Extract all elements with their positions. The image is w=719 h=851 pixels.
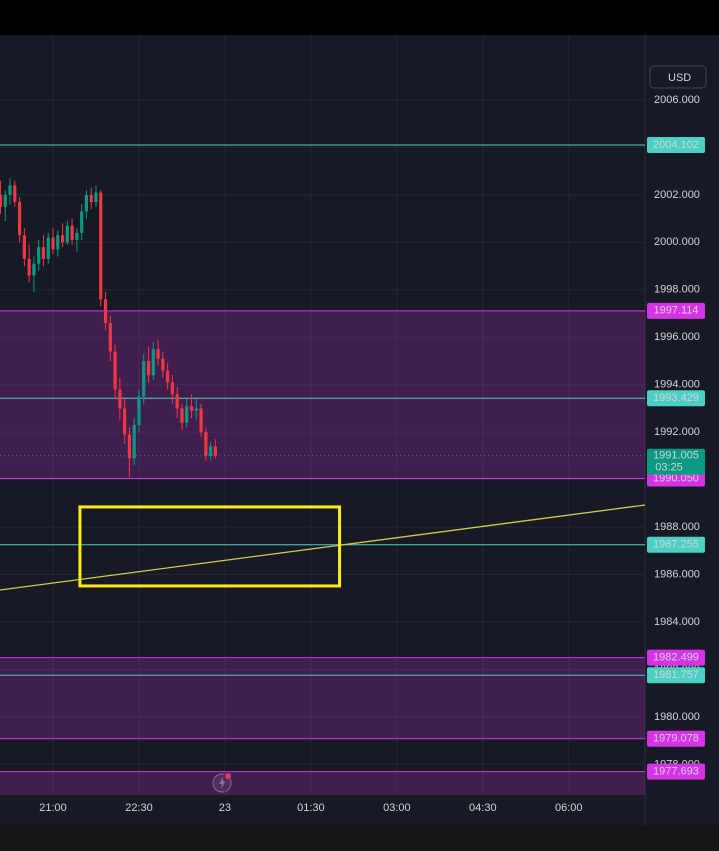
- candle-body: [156, 349, 160, 359]
- y-tick-label: 1992.000: [654, 426, 700, 438]
- candle-body: [37, 247, 41, 264]
- level-label: 1993.429: [653, 392, 699, 404]
- candle-body: [146, 360, 151, 376]
- candle-body: [84, 194, 89, 212]
- last-price-label: 1991.005: [653, 450, 699, 462]
- level-label: 1981.757: [653, 669, 699, 681]
- currency[interactable]: USD: [668, 72, 691, 84]
- countdown: 03:25: [655, 462, 683, 474]
- zone-label: 1982.499: [653, 652, 699, 664]
- candle-body: [17, 202, 22, 236]
- zone: [0, 310, 645, 479]
- y-tick-label: 1988.000: [654, 521, 700, 533]
- y-tick-label: 2002.000: [654, 189, 700, 201]
- candle-body: [70, 225, 74, 240]
- zone-label: 1979.078: [653, 733, 699, 745]
- candle-body: [142, 360, 146, 397]
- candle-body: [75, 232, 79, 240]
- candle-body: [204, 432, 208, 456]
- candle-body: [113, 351, 117, 390]
- candle-body: [13, 185, 17, 203]
- candle-body: [41, 247, 46, 259]
- y-tick-label: 1994.000: [654, 379, 700, 391]
- y-tick-label: 2000.000: [654, 236, 700, 248]
- level-label-bg: [647, 390, 705, 407]
- chart-pane: [0, 35, 719, 825]
- highlight-box: [78, 505, 342, 588]
- level-label-bg: [647, 137, 705, 154]
- candle-body: [194, 408, 198, 411]
- candle-body: [213, 446, 217, 456]
- candle-body: [127, 434, 132, 459]
- x-tick-label: 01:30: [297, 802, 325, 814]
- y-tick-label: 2006.000: [654, 94, 700, 106]
- zone: [0, 657, 645, 739]
- candle-body: [22, 235, 26, 259]
- top-bar: [0, 0, 719, 35]
- candle-body: [175, 394, 179, 409]
- candle-body: [103, 299, 108, 324]
- x-tick-label: 06:00: [555, 802, 583, 814]
- zone-label: 1990.050: [653, 472, 699, 484]
- candle-body: [209, 446, 213, 456]
- candle-body: [180, 408, 184, 423]
- y-tick-label: 1984.000: [654, 616, 700, 628]
- candle-body: [8, 185, 12, 195]
- candle-body: [161, 358, 165, 371]
- candle-body: [80, 211, 84, 233]
- zone-label-bg: [647, 730, 705, 747]
- x-tick-label: 22:30: [125, 802, 153, 814]
- level-label: 1987.255: [653, 539, 699, 551]
- candle-body: [151, 349, 155, 376]
- trend-line: [0, 504, 646, 591]
- y-tick-label: 1998.000: [654, 284, 700, 296]
- plot-area: [0, 35, 646, 795]
- candle-body: [123, 408, 127, 435]
- y-tick-label: 1986.000: [654, 568, 700, 580]
- candle-body: [199, 408, 203, 433]
- last-price-label-bg: [647, 448, 705, 475]
- candle-body: [170, 382, 174, 395]
- replay-icon[interactable]: [212, 773, 232, 793]
- candle-body: [65, 225, 69, 243]
- zone-label: 1977.693: [653, 766, 699, 778]
- zone-label-bg: [647, 649, 705, 666]
- x-tick-label: 04:30: [469, 802, 497, 814]
- level-label-bg: [647, 667, 705, 684]
- candle-body: [137, 396, 141, 426]
- level-label-bg: [647, 536, 705, 553]
- candle-body: [94, 192, 98, 203]
- x-tick-label: 03:00: [383, 802, 411, 814]
- candle-body: [99, 192, 103, 300]
- currency-button[interactable]: [649, 65, 707, 89]
- candle-body: [189, 406, 194, 411]
- x-tick-label: 23: [219, 802, 231, 814]
- candle-body: [108, 323, 112, 352]
- candle-body: [51, 237, 55, 250]
- candle-body: [46, 237, 50, 259]
- candle-body: [0, 194, 3, 207]
- zone-label: 1997.114: [653, 305, 698, 317]
- candle-body: [3, 194, 7, 207]
- candle-body: [89, 194, 93, 203]
- candle-body: [32, 263, 36, 276]
- y-tick-label: 1980.000: [654, 711, 700, 723]
- candle-body: [166, 370, 170, 383]
- candle-body: [185, 406, 189, 423]
- zone: [0, 771, 645, 795]
- x-tick-label: 21:00: [39, 802, 67, 814]
- zone-label-bg: [647, 763, 705, 780]
- level-label: 2004.102: [653, 139, 699, 151]
- y-tick-label: 1996.000: [654, 331, 700, 343]
- candle-body: [132, 425, 136, 459]
- candle-body: [118, 389, 122, 409]
- candle-body: [56, 235, 60, 250]
- candle-body: [27, 258, 31, 276]
- zone-label-bg: [647, 302, 705, 319]
- candle-body: [60, 235, 65, 243]
